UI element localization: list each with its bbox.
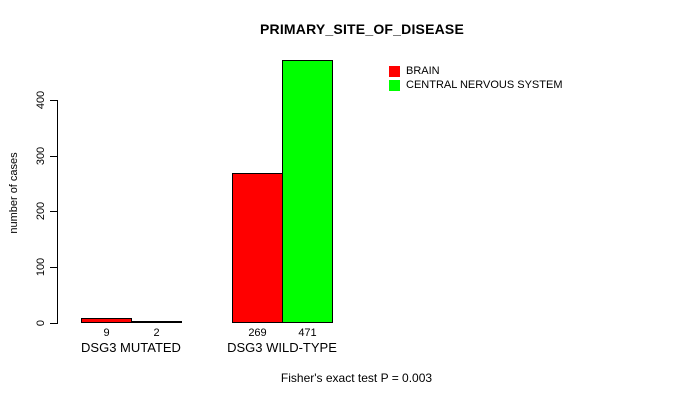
bar-value-label: 471 (298, 327, 317, 339)
bar-value-label: 2 (153, 327, 160, 339)
legend-item: BRAIN (389, 64, 562, 78)
y-tick-label: 300 (35, 146, 47, 165)
bar-brain (81, 317, 132, 323)
category-label: DSG3 WILD-TYPE (227, 340, 337, 355)
y-tick-mark (50, 211, 57, 213)
legend-item: CENTRAL NERVOUS SYSTEM (389, 78, 562, 92)
y-axis-label: number of cases (8, 152, 20, 234)
y-tick-mark (50, 267, 57, 269)
chart-title: PRIMARY_SITE_OF_DISEASE (259, 21, 465, 37)
stat-note: Fisher's exact test P = 0.003 (280, 371, 433, 385)
bar-value-label: 9 (103, 327, 110, 339)
y-axis-line (57, 99, 58, 324)
category-label: DSG3 MUTATED (81, 340, 181, 355)
bar-brain (232, 172, 283, 323)
y-tick-mark (50, 323, 57, 324)
legend-label: CENTRAL NERVOUS SYSTEM (406, 79, 563, 91)
bar-central-nervous-system (282, 60, 333, 323)
legend: BRAIN CENTRAL NERVOUS SYSTEM (389, 64, 562, 92)
legend-swatch-icon (389, 65, 400, 77)
bar-central-nervous-system (131, 321, 182, 323)
legend-label: BRAIN (406, 65, 440, 77)
y-tick-label: 400 (35, 90, 47, 109)
y-tick-label: 200 (35, 202, 47, 221)
bar-value-label: 269 (248, 327, 267, 339)
y-tick-mark (50, 155, 57, 157)
y-tick-label: 0 (35, 319, 47, 327)
legend-swatch-icon (389, 79, 400, 91)
y-tick-label: 100 (35, 257, 47, 277)
y-tick-mark (50, 99, 57, 101)
